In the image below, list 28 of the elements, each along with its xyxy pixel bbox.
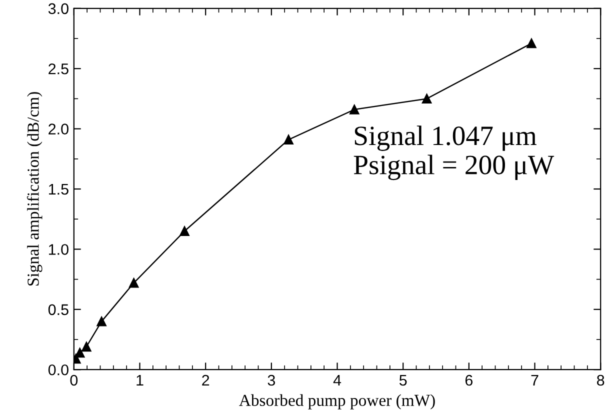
point bbox=[284, 134, 294, 144]
x-tick-label: 3 bbox=[268, 374, 275, 386]
y-tick-label: 0.0 bbox=[48, 364, 68, 376]
y-tick-label: 2.5 bbox=[48, 63, 68, 74]
y-tick-label: 1.0 bbox=[48, 244, 68, 255]
x-tick-label: 7 bbox=[531, 375, 538, 386]
x-tick-label: 2 bbox=[202, 374, 210, 386]
x-tick-label: 8 bbox=[597, 374, 604, 386]
point bbox=[350, 104, 360, 114]
x-tick-label: 4 bbox=[333, 375, 342, 386]
x-tick-label: 6 bbox=[465, 374, 473, 386]
y-tick-label: 1.5 bbox=[48, 184, 68, 195]
y-tick-label: 2.0 bbox=[48, 124, 68, 134]
x-tick-label: 5 bbox=[399, 375, 407, 386]
point bbox=[128, 278, 139, 288]
point bbox=[180, 226, 190, 236]
point bbox=[422, 94, 432, 104]
point bbox=[82, 342, 92, 352]
point bbox=[96, 316, 106, 326]
y-tick-label: 0.5 bbox=[48, 304, 68, 316]
point bbox=[74, 348, 85, 358]
x-axis-title: Absorbed pump power (mW) bbox=[239, 394, 435, 410]
x-tick-label: 1 bbox=[136, 375, 144, 386]
point bbox=[526, 38, 536, 48]
annotation: Signal 1.047 μm Psignal = 200 μW bbox=[354, 126, 554, 180]
y-axis-title: Signal amplification (dB/cm) bbox=[26, 92, 42, 286]
y-tick-label: 3.0 bbox=[48, 3, 68, 14]
x-tick-label: 0 bbox=[70, 374, 78, 386]
